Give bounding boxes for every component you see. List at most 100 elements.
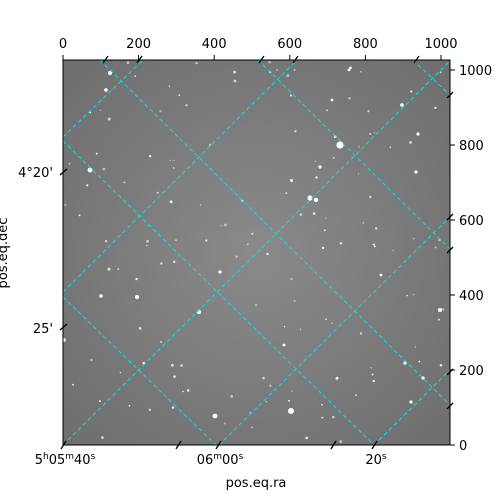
star xyxy=(169,159,171,162)
star xyxy=(230,394,234,398)
star xyxy=(370,366,372,369)
star xyxy=(321,246,325,250)
star xyxy=(293,299,296,303)
star xyxy=(373,245,376,248)
top-pixel-axis: 0 200 400 600 800 1000 xyxy=(59,37,458,60)
star xyxy=(68,162,71,165)
star xyxy=(442,308,445,311)
right-tick-label: 400 xyxy=(459,289,484,304)
star xyxy=(117,268,120,270)
top-tick-label: 600 xyxy=(277,37,302,52)
star xyxy=(354,394,357,397)
star xyxy=(418,360,421,363)
grid-line xyxy=(63,140,375,445)
star xyxy=(372,379,375,383)
star xyxy=(171,406,175,409)
star xyxy=(235,255,238,258)
star xyxy=(86,184,89,187)
bright-star xyxy=(63,338,66,342)
star xyxy=(339,242,343,245)
right-tick-label: 800 xyxy=(459,139,484,154)
star xyxy=(437,318,440,321)
star xyxy=(312,212,316,215)
star xyxy=(266,252,269,256)
star xyxy=(126,61,130,64)
star xyxy=(148,408,152,412)
star xyxy=(439,71,442,74)
star xyxy=(178,94,181,97)
star xyxy=(182,390,184,393)
bright-star xyxy=(347,68,351,72)
grid-line xyxy=(99,60,450,406)
image-background xyxy=(63,60,450,445)
star xyxy=(251,232,254,235)
star xyxy=(72,383,74,386)
star xyxy=(315,176,318,179)
right-tick-label: 1000 xyxy=(459,64,492,79)
star xyxy=(269,384,272,388)
star xyxy=(134,75,137,77)
dec-tick-label: 25' xyxy=(33,322,53,337)
star xyxy=(148,154,152,158)
star xyxy=(371,373,374,376)
star xyxy=(251,426,253,429)
right-tick-label: 0 xyxy=(459,439,467,454)
star xyxy=(175,239,177,241)
star xyxy=(357,173,360,175)
bright-star xyxy=(288,408,294,414)
star xyxy=(156,191,159,194)
star xyxy=(321,416,324,419)
star xyxy=(369,132,372,136)
star xyxy=(293,68,296,71)
bright-star xyxy=(135,295,139,299)
star xyxy=(372,243,375,246)
star xyxy=(373,132,376,134)
star xyxy=(128,404,131,407)
bright-star xyxy=(282,343,286,347)
star xyxy=(160,262,163,265)
star xyxy=(99,109,102,112)
star xyxy=(180,364,184,367)
star xyxy=(145,244,148,247)
bright-star xyxy=(421,376,425,380)
bright-star xyxy=(318,165,322,169)
ra-tick-label: 5h05m40s xyxy=(35,452,96,468)
bright-star xyxy=(218,270,222,274)
star xyxy=(172,260,176,264)
star xyxy=(268,60,271,64)
star xyxy=(233,70,236,74)
star xyxy=(123,181,126,184)
star xyxy=(223,422,226,425)
star xyxy=(439,363,443,367)
star xyxy=(339,440,343,443)
star xyxy=(358,146,360,148)
star xyxy=(305,436,309,440)
bright-star xyxy=(104,88,108,92)
bright-star xyxy=(99,294,103,298)
bright-star xyxy=(336,141,344,149)
bright-star xyxy=(414,170,418,174)
right-tick-label: 600 xyxy=(459,214,484,229)
star xyxy=(102,167,106,171)
sky-image xyxy=(63,60,450,445)
star xyxy=(325,109,329,112)
star xyxy=(392,249,395,252)
star xyxy=(101,436,104,439)
star xyxy=(413,238,415,240)
grid-line xyxy=(373,369,450,445)
plot-frame xyxy=(62,59,451,446)
star xyxy=(78,214,81,217)
star xyxy=(299,328,302,330)
ra-tick-label: 06m00s xyxy=(197,452,244,468)
star xyxy=(220,224,222,227)
star xyxy=(323,229,326,232)
star xyxy=(169,200,173,204)
star xyxy=(95,152,98,155)
star xyxy=(375,227,378,230)
star xyxy=(325,217,327,220)
star xyxy=(348,97,351,100)
star xyxy=(434,246,437,249)
grid-line xyxy=(257,60,450,250)
star xyxy=(223,223,227,227)
